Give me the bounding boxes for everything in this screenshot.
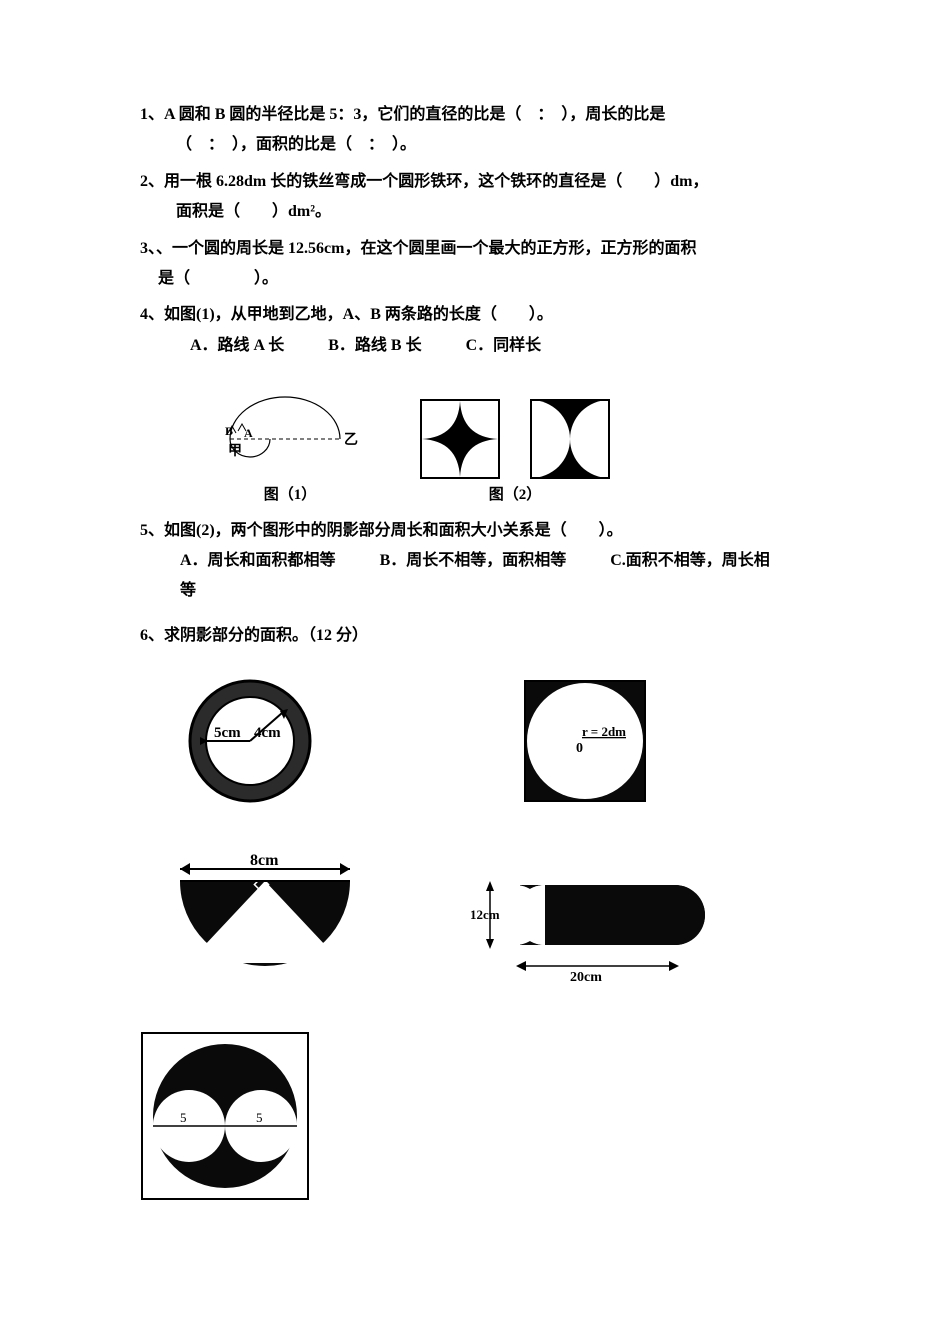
q2-text-a: 用一根 6.28dm 长的铁丝弯成一个圆形铁环，这个铁环的直径是（ ）dm， xyxy=(164,173,708,190)
fig-two-circles: 5 5 xyxy=(140,1031,310,1201)
q1-text-a: A 圆和 B 圆的半径比是 5：3，它们的直径的比是（ ： ），周长的比是 xyxy=(164,106,665,123)
twocircles-r2: 5 xyxy=(256,1110,263,1125)
twocircles-r1: 5 xyxy=(180,1110,187,1125)
ring-r-out: 5cm xyxy=(214,725,241,741)
q4-line: 4、如图(1)，从甲地到乙地，A、B 两条路的长度（ ）。 xyxy=(140,306,553,323)
q2-num: 2、 xyxy=(140,173,164,190)
q3-text-b: 是（ ）。 xyxy=(158,270,278,287)
q6-row3: 5 5 xyxy=(140,1031,825,1201)
fig1-label-A: A xyxy=(244,426,253,440)
q6-text: 求阴影部分的面积。（12 分） xyxy=(164,627,368,644)
fig-semicircle: 8cm xyxy=(160,851,370,991)
rectcaps-h: 12cm xyxy=(470,907,500,922)
q3-line1: 3、、一个圆的周长是 12.56cm，在这个圆里画一个最大的正方形，正方形的面积 xyxy=(140,240,696,257)
fig-semicircle-wrap: 8cm xyxy=(160,851,370,991)
question-4: 4、如图(1)，从甲地到乙地，A、B 两条路的长度（ ）。 A．路线 A 长 B… xyxy=(140,300,825,509)
fig1-svg: B A 甲 乙 xyxy=(200,369,380,479)
question-2: 2、用一根 6.28dm 长的铁丝弯成一个圆形铁环，这个铁环的直径是（ ）dm，… xyxy=(140,167,825,228)
q6-line: 6、求阴影部分的面积。（12 分） xyxy=(140,627,368,644)
fig1-label-B: B xyxy=(225,424,233,438)
fig-rect-caps-wrap: 12cm 20cm xyxy=(470,861,730,991)
q5-num: 5、 xyxy=(140,522,164,539)
fig2-right xyxy=(530,399,610,479)
fig-rect-caps: 12cm 20cm xyxy=(470,861,730,991)
rectcaps-w: 20cm xyxy=(570,970,602,985)
q4-figures: B A 甲 乙 图（1） xyxy=(200,369,825,510)
q3-num: 3、、 xyxy=(140,240,172,257)
q5-options: A．周长和面积都相等 B．周长不相等，面积相等 C.面积不相等，周长相等 xyxy=(180,546,825,607)
q5-optB: B．周长不相等，面积相等 xyxy=(380,552,567,569)
q5-line: 5、如图(2)，两个图形中的阴影部分周长和面积大小关系是（ ）。 xyxy=(140,522,623,539)
q4-optA: A．路线 A 长 xyxy=(190,337,284,354)
q4-optC: C．同样长 xyxy=(466,337,542,354)
sqcircle-label: r = 2dm xyxy=(582,724,626,739)
fig1-caption: 图（1） xyxy=(200,481,380,510)
q5-text: 如图(2)，两个图形中的阴影部分周长和面积大小关系是（ ）。 xyxy=(164,522,623,539)
q4-options: A．路线 A 长 B．路线 B 长 C．同样长 xyxy=(190,331,825,361)
q1-text-b: （ ： ），面积的比是（ ： ）。 xyxy=(176,136,416,153)
fig1-label-jia: 甲 xyxy=(228,443,242,459)
q1-num: 1、 xyxy=(140,106,164,123)
question-5: 5、如图(2)，两个图形中的阴影部分周长和面积大小关系是（ ）。 A．周长和面积… xyxy=(140,516,825,607)
semicircle-w: 8cm xyxy=(250,852,279,869)
fig2-caption: 图（2） xyxy=(420,481,610,510)
question-3: 3、、一个圆的周长是 12.56cm，在这个圆里画一个最大的正方形，正方形的面积… xyxy=(140,234,825,295)
q6-row1: 5cm 4cm r = 2dm 0 xyxy=(180,671,825,811)
q5-optA: A．周长和面积都相等 xyxy=(180,552,336,569)
fig2-left xyxy=(420,399,500,479)
q3-text-a: 一个圆的周长是 12.56cm，在这个圆里画一个最大的正方形，正方形的面积 xyxy=(172,240,696,257)
fig-ring: 5cm 4cm xyxy=(180,671,320,811)
q4-text: 如图(1)，从甲地到乙地，A、B 两条路的长度（ ）。 xyxy=(164,306,553,323)
q1-line1: 1、A 圆和 B 圆的半径比是 5：3，它们的直径的比是（ ： ），周长的比是 xyxy=(140,106,665,123)
fig1-label-yi: 乙 xyxy=(344,432,358,448)
question-1: 1、A 圆和 B 圆的半径比是 5：3，它们的直径的比是（ ： ），周长的比是 … xyxy=(140,100,825,161)
fig-square-circle: r = 2dm 0 xyxy=(520,676,650,806)
q2-line1: 2、用一根 6.28dm 长的铁丝弯成一个圆形铁环，这个铁环的直径是（ ）dm， xyxy=(140,173,708,190)
q2-text-b: 面积是（ ）dm²。 xyxy=(176,203,331,220)
q6-row2: 8cm 12cm xyxy=(160,851,825,991)
q4-num: 4、 xyxy=(140,306,164,323)
figure-2: 图（2） xyxy=(420,399,610,510)
q6-num: 6、 xyxy=(140,627,164,644)
figure-1: B A 甲 乙 图（1） xyxy=(200,369,380,510)
ring-r-in: 4cm xyxy=(254,725,281,741)
sqcircle-zero: 0 xyxy=(576,741,583,756)
question-6: 6、求阴影部分的面积。（12 分） xyxy=(140,621,825,651)
q4-optB: B．路线 B 长 xyxy=(328,337,421,354)
